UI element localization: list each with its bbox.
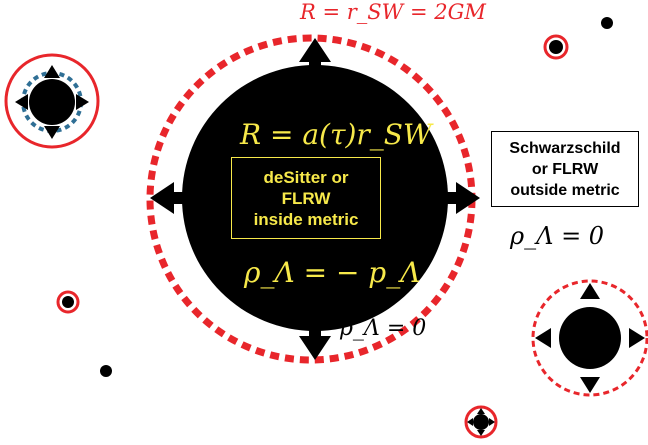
black-dot-top-right xyxy=(601,17,613,29)
left-universe-ball xyxy=(29,79,75,125)
outside-density-right-label: ρ_Λ = 0 xyxy=(510,222,605,250)
inside-metric-line-3: inside metric xyxy=(253,209,359,229)
left-universe-arrows xyxy=(15,65,89,139)
arrow-up-icon xyxy=(299,38,331,74)
right-universe-ring xyxy=(531,279,648,397)
tiny-universe-left-ring xyxy=(56,290,80,314)
right-universe-arrows xyxy=(535,283,645,393)
arrow-down-icon xyxy=(299,324,331,360)
inside-metric-box: deSitter or FLRW inside metric xyxy=(231,157,381,239)
inner-radius-label: R = a(τ)r_SW xyxy=(240,118,432,151)
black-dot-bottom-left xyxy=(100,365,112,377)
inside-metric-line-1: deSitter or xyxy=(263,167,349,187)
inside-metric-line-2: FLRW xyxy=(281,188,331,208)
tiny-universe-left-ball xyxy=(62,296,74,308)
horizon-radius-label: R = r_SW = 2GM xyxy=(300,0,486,24)
main-arrows xyxy=(150,38,480,360)
outside-density-bottom-label: ρ_Λ = 0 xyxy=(340,316,427,341)
inside-equation-label: ρ_Λ = − p_Λ xyxy=(244,256,421,289)
outside-metric-line-3: outside metric xyxy=(510,181,620,199)
right-universe-ball xyxy=(559,307,621,369)
arrow-left-icon xyxy=(150,182,186,214)
outside-metric-line-1: Schwarzschild xyxy=(509,139,621,157)
main-black-ball xyxy=(182,65,448,331)
tiny-universe-top-right-ball xyxy=(549,40,563,54)
arrow-right-icon xyxy=(444,182,480,214)
bottom-universe-ball xyxy=(473,414,489,430)
outside-metric-line-2: or FLRW xyxy=(531,160,599,178)
outside-metric-box: Schwarzschild or FLRW outside metric xyxy=(491,131,639,207)
bottom-universe-arrows xyxy=(467,408,495,436)
tiny-universe-top-right-ring xyxy=(543,34,569,60)
